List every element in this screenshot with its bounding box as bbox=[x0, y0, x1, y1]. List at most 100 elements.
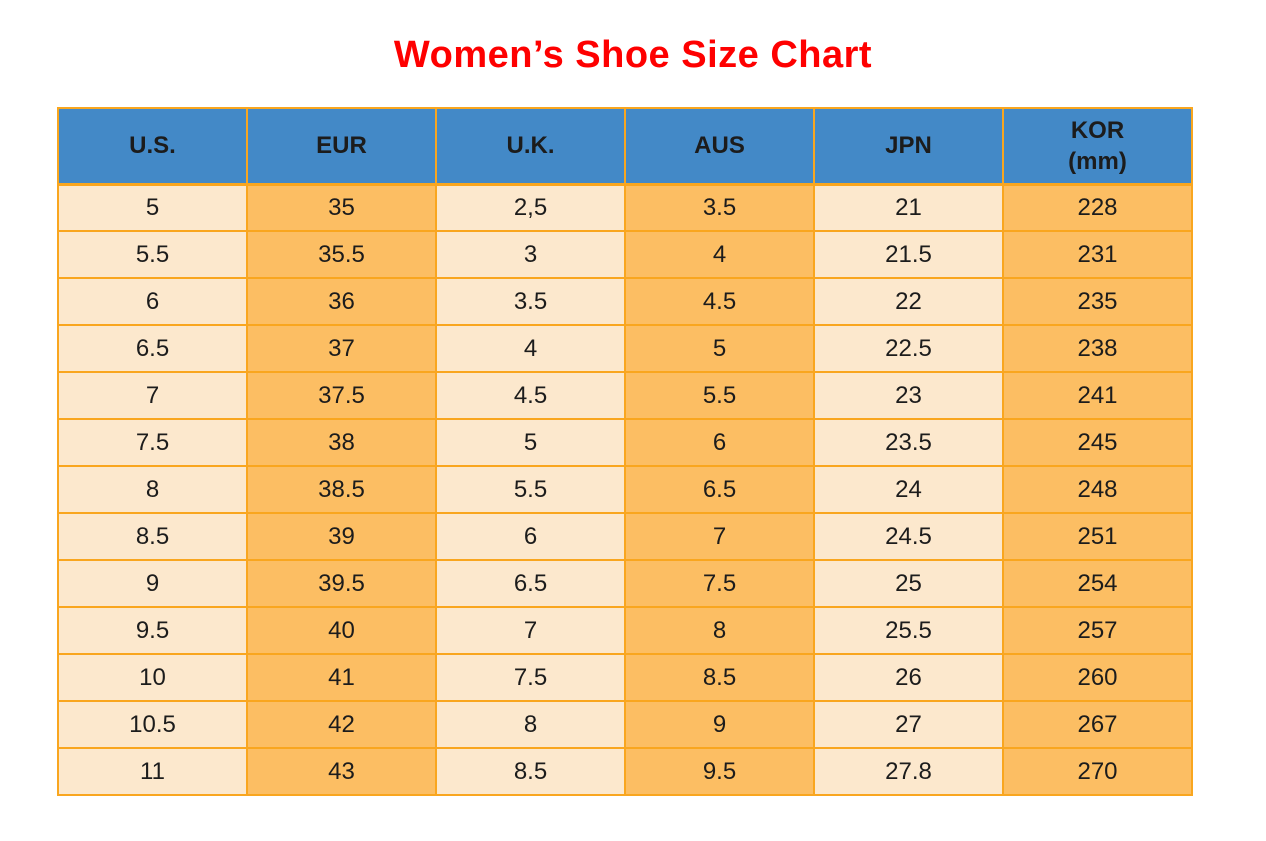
table-cell: 257 bbox=[1002, 606, 1193, 655]
table-cell: 25 bbox=[813, 559, 1004, 608]
table-row: 10.5 42 8 9 27 267 bbox=[57, 700, 1193, 749]
table-row: 6 36 3.5 4.5 22 235 bbox=[57, 277, 1193, 326]
table-cell: 235 bbox=[1002, 277, 1193, 326]
table-cell: 10 bbox=[57, 653, 248, 702]
table-cell: 270 bbox=[1002, 747, 1193, 796]
table-cell: 2,5 bbox=[435, 183, 626, 232]
table-cell: 4 bbox=[435, 324, 626, 373]
table-row: 10 41 7.5 8.5 26 260 bbox=[57, 653, 1193, 702]
table-cell: 5 bbox=[435, 418, 626, 467]
table-cell: 35 bbox=[246, 183, 437, 232]
table-cell: 6.5 bbox=[57, 324, 248, 373]
header-cell-jpn: JPN bbox=[813, 107, 1004, 186]
table-cell: 24 bbox=[813, 465, 1004, 514]
table-row: 9 39.5 6.5 7.5 25 254 bbox=[57, 559, 1193, 608]
table-row: 7.5 38 5 6 23.5 245 bbox=[57, 418, 1193, 467]
table-cell: 6.5 bbox=[624, 465, 815, 514]
table-cell: 21.5 bbox=[813, 230, 1004, 279]
table-cell: 36 bbox=[246, 277, 437, 326]
table-row: 5.5 35.5 3 4 21.5 231 bbox=[57, 230, 1193, 279]
header-cell-u-s: U.S. bbox=[57, 107, 248, 186]
table-cell: 228 bbox=[1002, 183, 1193, 232]
table-cell: 5.5 bbox=[57, 230, 248, 279]
table-row: 5 35 2,5 3.5 21 228 bbox=[57, 183, 1193, 232]
table-cell: 10.5 bbox=[57, 700, 248, 749]
table-cell: 9.5 bbox=[624, 747, 815, 796]
table-cell: 5.5 bbox=[435, 465, 626, 514]
table-cell: 37.5 bbox=[246, 371, 437, 420]
table-cell: 23.5 bbox=[813, 418, 1004, 467]
table-cell: 4 bbox=[624, 230, 815, 279]
table-cell: 37 bbox=[246, 324, 437, 373]
table-cell: 4.5 bbox=[624, 277, 815, 326]
table-cell: 9.5 bbox=[57, 606, 248, 655]
table-cell: 231 bbox=[1002, 230, 1193, 279]
table-cell: 3.5 bbox=[435, 277, 626, 326]
table-cell: 3.5 bbox=[624, 183, 815, 232]
table-cell: 42 bbox=[246, 700, 437, 749]
table-row: 9.5 40 7 8 25.5 257 bbox=[57, 606, 1193, 655]
table-cell: 267 bbox=[1002, 700, 1193, 749]
table-cell: 41 bbox=[246, 653, 437, 702]
table-cell: 6.5 bbox=[435, 559, 626, 608]
table-cell: 39 bbox=[246, 512, 437, 561]
table-cell: 8 bbox=[57, 465, 248, 514]
table-cell: 26 bbox=[813, 653, 1004, 702]
table-cell: 6 bbox=[57, 277, 248, 326]
table-cell: 5.5 bbox=[624, 371, 815, 420]
table-row: 8 38.5 5.5 6.5 24 248 bbox=[57, 465, 1193, 514]
table-cell: 21 bbox=[813, 183, 1004, 232]
table-row: 7 37.5 4.5 5.5 23 241 bbox=[57, 371, 1193, 420]
table-cell: 7.5 bbox=[435, 653, 626, 702]
header-cell-eur: EUR bbox=[246, 107, 437, 186]
page-title: Women’s Shoe Size Chart bbox=[393, 34, 873, 76]
table-cell: 241 bbox=[1002, 371, 1193, 420]
table-row: 11 43 8.5 9.5 27.8 270 bbox=[57, 747, 1193, 796]
header-cell-aus: AUS bbox=[624, 107, 815, 186]
table-cell: 23 bbox=[813, 371, 1004, 420]
table-cell: 22 bbox=[813, 277, 1004, 326]
table-cell: 25.5 bbox=[813, 606, 1004, 655]
table-cell: 38 bbox=[246, 418, 437, 467]
table-cell: 35.5 bbox=[246, 230, 437, 279]
table-cell: 24.5 bbox=[813, 512, 1004, 561]
table-cell: 43 bbox=[246, 747, 437, 796]
header-cell-kor-mm: KOR (mm) bbox=[1002, 107, 1193, 186]
table-cell: 254 bbox=[1002, 559, 1193, 608]
table-cell: 9 bbox=[624, 700, 815, 749]
table-cell: 6 bbox=[435, 512, 626, 561]
table-cell: 248 bbox=[1002, 465, 1193, 514]
table-cell: 8.5 bbox=[57, 512, 248, 561]
table-cell: 38.5 bbox=[246, 465, 437, 514]
table-cell: 22.5 bbox=[813, 324, 1004, 373]
table-cell: 7 bbox=[57, 371, 248, 420]
table-cell: 40 bbox=[246, 606, 437, 655]
table-cell: 7.5 bbox=[624, 559, 815, 608]
table-cell: 5 bbox=[57, 183, 248, 232]
table-row: 8.5 39 6 7 24.5 251 bbox=[57, 512, 1193, 561]
table-cell: 245 bbox=[1002, 418, 1193, 467]
table-body: 5 35 2,5 3.5 21 228 5.5 35.5 3 4 21.5 231 6 36 3.5 4.5 2… bbox=[57, 183, 1193, 796]
table-cell: 8.5 bbox=[624, 653, 815, 702]
table-header: U.S. EUR U.K. AUS JPN KOR (mm) bbox=[57, 107, 1193, 186]
table-cell: 9 bbox=[57, 559, 248, 608]
table-cell: 4.5 bbox=[435, 371, 626, 420]
table-cell: 8 bbox=[435, 700, 626, 749]
table-cell: 7 bbox=[624, 512, 815, 561]
table-cell: 251 bbox=[1002, 512, 1193, 561]
table-cell: 260 bbox=[1002, 653, 1193, 702]
header-row: U.S. EUR U.K. AUS JPN KOR (mm) bbox=[57, 107, 1193, 186]
table-cell: 8.5 bbox=[435, 747, 626, 796]
table-cell: 6 bbox=[624, 418, 815, 467]
table-cell: 39.5 bbox=[246, 559, 437, 608]
table-row: 6.5 37 4 5 22.5 238 bbox=[57, 324, 1193, 373]
table-cell: 5 bbox=[624, 324, 815, 373]
table-cell: 7 bbox=[435, 606, 626, 655]
shoe-size-table: U.S. EUR U.K. AUS JPN KOR (mm) 5 35 2,5 3.5 21 228… bbox=[57, 107, 1193, 796]
table-cell: 8 bbox=[624, 606, 815, 655]
table-cell: 11 bbox=[57, 747, 248, 796]
table-cell: 3 bbox=[435, 230, 626, 279]
table-cell: 238 bbox=[1002, 324, 1193, 373]
table-cell: 27.8 bbox=[813, 747, 1004, 796]
